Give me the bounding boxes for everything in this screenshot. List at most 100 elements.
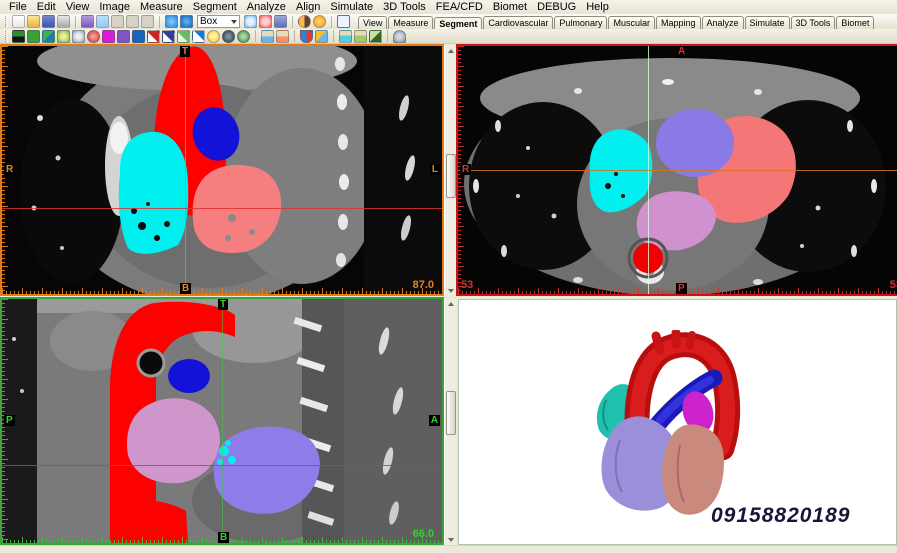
toolbar-grip[interactable] xyxy=(5,30,8,42)
livewire-icon[interactable] xyxy=(177,29,190,43)
scroll-up-icon[interactable] xyxy=(448,302,454,306)
scrollbar-thumb[interactable] xyxy=(446,391,456,435)
crosshair-horizontal[interactable] xyxy=(458,170,897,171)
orientation-label-top: T xyxy=(218,299,229,310)
user-icon[interactable] xyxy=(393,29,406,43)
draw-profile-line-icon[interactable] xyxy=(147,29,160,43)
menu-help[interactable]: Help xyxy=(586,0,609,13)
menu-analyze[interactable]: Analyze xyxy=(246,0,286,13)
orientation-label-bottom: B xyxy=(218,532,230,543)
tab-mapping[interactable]: Mapping xyxy=(655,15,701,29)
tab-simulate[interactable]: Simulate xyxy=(744,15,790,29)
wrap-mask-icon[interactable] xyxy=(237,29,250,43)
layout-icon[interactable] xyxy=(337,15,350,28)
calculate-3d-icon[interactable] xyxy=(261,29,274,43)
scrollbar-thumb[interactable] xyxy=(446,154,456,198)
viewport-3d[interactable]: 09158820189 xyxy=(458,299,897,545)
menu-debug[interactable]: DEBUG xyxy=(537,0,577,13)
scroll-down-icon[interactable] xyxy=(448,289,454,293)
segment-toolbar xyxy=(0,29,897,44)
viewport-sagittal[interactable]: T P A B 66.0 xyxy=(0,297,444,545)
fit-view-icon[interactable] xyxy=(274,15,287,28)
crosshair-vertical[interactable] xyxy=(185,46,186,294)
tab-analyze[interactable]: Analyze xyxy=(701,15,744,29)
paste-icon[interactable] xyxy=(111,15,124,28)
menu-simulate[interactable]: Simulate xyxy=(330,0,374,13)
region-grow-icon[interactable] xyxy=(42,29,55,43)
toolbar-separator xyxy=(75,15,76,28)
scroll-up-icon[interactable] xyxy=(448,49,454,53)
orientation-label-top: A xyxy=(676,46,688,57)
bottom-strip xyxy=(0,545,897,553)
viewport-coronal[interactable]: T R L B 87.0 xyxy=(0,44,444,296)
smooth-3d-icon[interactable] xyxy=(354,29,367,43)
link-masks-icon[interactable] xyxy=(315,29,328,43)
chevron-down-icon xyxy=(231,19,237,24)
undo-icon[interactable] xyxy=(126,15,139,28)
coronal-scrollbar[interactable] xyxy=(444,46,456,296)
menu-image[interactable]: Image xyxy=(99,0,130,13)
menu-segment[interactable]: Segment xyxy=(192,0,237,13)
multiple-slice-edit-icon[interactable] xyxy=(72,29,85,43)
mask-shield-icon[interactable] xyxy=(300,29,313,43)
boolean-operations-icon[interactable] xyxy=(132,29,145,43)
viewport-axial[interactable]: A R P 53 53 xyxy=(456,44,897,296)
menu-3d-tools[interactable]: 3D Tools xyxy=(383,0,426,13)
tab-cardiovascular[interactable]: Cardiovascular xyxy=(483,15,554,29)
thresholding-icon[interactable] xyxy=(12,29,25,43)
slice-position: 66.0 xyxy=(412,528,434,540)
save-icon[interactable] xyxy=(42,15,55,28)
orientation-globe-icon[interactable] xyxy=(313,15,326,28)
zoom-in-icon[interactable] xyxy=(244,15,257,28)
calculate-polylines-icon[interactable] xyxy=(276,29,289,43)
tab-segment[interactable]: Segment xyxy=(434,16,483,30)
rotate-view-icon[interactable] xyxy=(165,15,178,28)
scroll-down-icon[interactable] xyxy=(448,538,454,542)
tab-biomet[interactable]: Biomet xyxy=(836,15,875,29)
interpolate-icon[interactable] xyxy=(192,29,205,43)
pan-icon[interactable] xyxy=(180,15,193,28)
contrast-icon[interactable] xyxy=(298,15,311,28)
sagittal-scrollbar[interactable] xyxy=(444,299,456,545)
menu-file[interactable]: File xyxy=(9,0,27,13)
crosshair-horizontal[interactable] xyxy=(2,208,442,209)
menu-measure[interactable]: Measure xyxy=(139,0,183,13)
zoom-box-icon[interactable] xyxy=(259,15,272,28)
dynamic-region-grow-icon[interactable] xyxy=(57,29,70,43)
bottom-ruler xyxy=(2,288,442,294)
print-icon[interactable] xyxy=(57,15,70,28)
edit-contour-icon[interactable] xyxy=(162,29,175,43)
menu-view[interactable]: View xyxy=(65,0,90,13)
tab-view[interactable]: View xyxy=(358,15,388,29)
new-document-icon[interactable] xyxy=(12,15,25,28)
redo-icon[interactable] xyxy=(141,15,154,28)
smooth-mask-icon[interactable] xyxy=(222,29,235,43)
smart-expand-icon[interactable] xyxy=(207,29,220,43)
menu-edit[interactable]: Edit xyxy=(36,0,56,13)
crop-mask-icon[interactable] xyxy=(27,29,40,43)
tab-pulmonary[interactable]: Pulmonary xyxy=(554,15,608,29)
erase-mask-icon[interactable] xyxy=(102,29,115,43)
crosshair-vertical[interactable] xyxy=(222,299,223,543)
tool-mode-dropdown[interactable]: Box xyxy=(197,15,240,28)
orientation-label-right: A xyxy=(428,415,440,426)
open-folder-icon[interactable] xyxy=(27,15,40,28)
edit-mask-icon[interactable] xyxy=(87,29,100,43)
crosshair-horizontal[interactable] xyxy=(2,465,442,466)
toolbar-grip[interactable] xyxy=(5,16,8,27)
menu-fea-cfd[interactable]: FEA/CFD xyxy=(435,0,483,13)
tab-measure[interactable]: Measure xyxy=(388,15,434,29)
menu-align[interactable]: Align xyxy=(295,0,321,13)
fit-3d-icon[interactable] xyxy=(339,29,352,43)
copy-icon[interactable] xyxy=(96,15,109,28)
import-icon[interactable] xyxy=(81,15,94,28)
morphology-operations-icon[interactable] xyxy=(117,29,130,43)
menu-bar: File Edit View Image Measure Segment Ana… xyxy=(0,0,897,14)
heart-3d-model xyxy=(596,330,741,515)
tab-muscular[interactable]: Muscular xyxy=(608,15,655,29)
tab-3d-tools[interactable]: 3D Tools xyxy=(790,15,836,29)
update-3d-icon[interactable] xyxy=(369,29,382,43)
toolbar-separator xyxy=(159,15,160,28)
orientation-label-left: R xyxy=(460,164,472,175)
menu-biomet[interactable]: Biomet xyxy=(492,0,528,13)
